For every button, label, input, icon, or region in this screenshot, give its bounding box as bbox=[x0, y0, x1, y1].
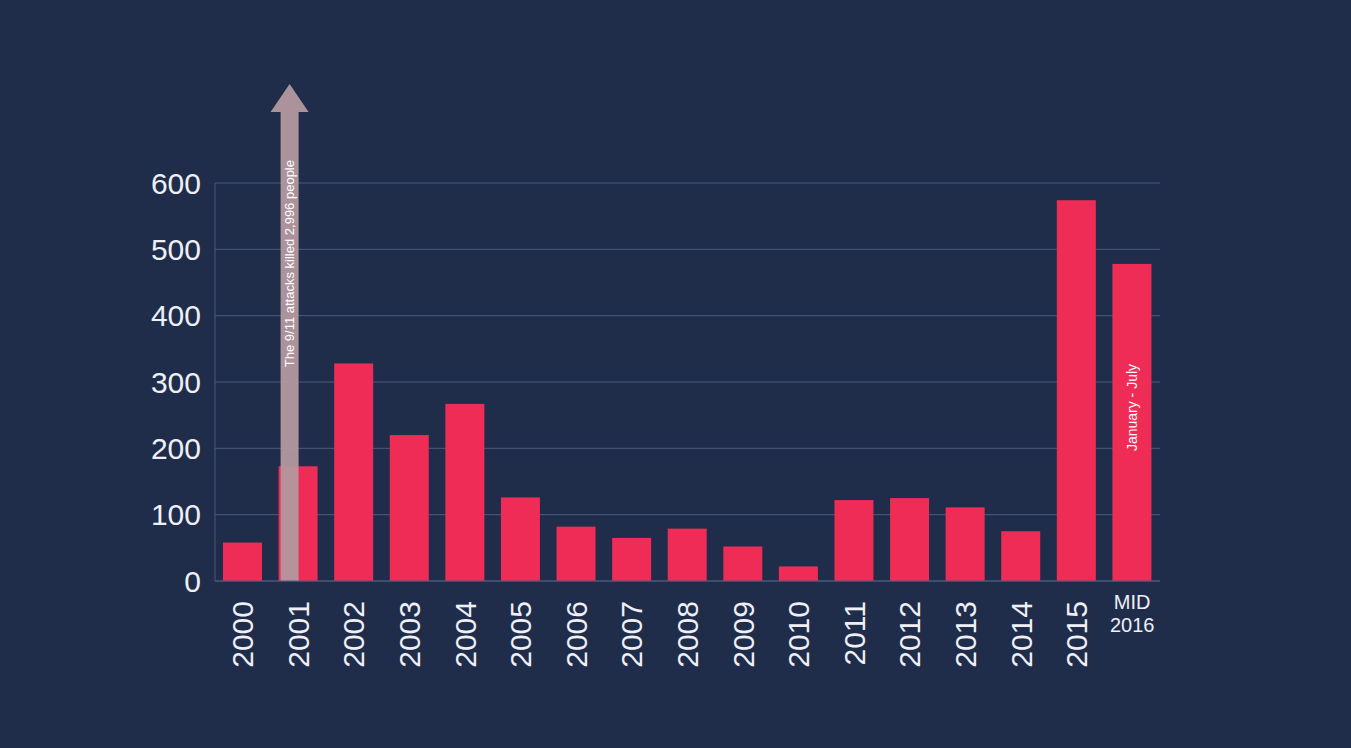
svg-text:400: 400 bbox=[151, 299, 201, 332]
svg-text:The 9/11 attacks killed 2,996: The 9/11 attacks killed 2,996 people bbox=[282, 160, 297, 367]
svg-text:2006: 2006 bbox=[560, 601, 593, 668]
svg-text:2002: 2002 bbox=[337, 601, 370, 668]
svg-text:200: 200 bbox=[151, 432, 201, 465]
svg-text:2010: 2010 bbox=[782, 601, 815, 668]
svg-text:2013: 2013 bbox=[949, 601, 982, 668]
svg-text:2007: 2007 bbox=[615, 601, 648, 668]
svg-text:MID: MID bbox=[1114, 591, 1151, 613]
svg-text:500: 500 bbox=[151, 233, 201, 266]
svg-text:300: 300 bbox=[151, 366, 201, 399]
svg-text:2015: 2015 bbox=[1060, 601, 1093, 668]
svg-text:2011: 2011 bbox=[838, 601, 871, 666]
svg-text:100: 100 bbox=[151, 498, 201, 531]
svg-text:2016: 2016 bbox=[1110, 614, 1155, 636]
svg-text:600: 600 bbox=[151, 167, 201, 200]
svg-text:0: 0 bbox=[184, 565, 201, 598]
svg-text:2005: 2005 bbox=[504, 601, 537, 668]
svg-text:2008: 2008 bbox=[671, 601, 704, 668]
svg-text:2014: 2014 bbox=[1005, 601, 1038, 668]
svg-text:2003: 2003 bbox=[393, 601, 426, 668]
svg-text:2001: 2001 bbox=[282, 601, 315, 668]
svg-text:2000: 2000 bbox=[226, 601, 259, 668]
svg-text:2009: 2009 bbox=[727, 601, 760, 668]
svg-text:2004: 2004 bbox=[449, 601, 482, 668]
svg-text:January - July: January - July bbox=[1124, 364, 1140, 451]
svg-text:2012: 2012 bbox=[893, 601, 926, 668]
